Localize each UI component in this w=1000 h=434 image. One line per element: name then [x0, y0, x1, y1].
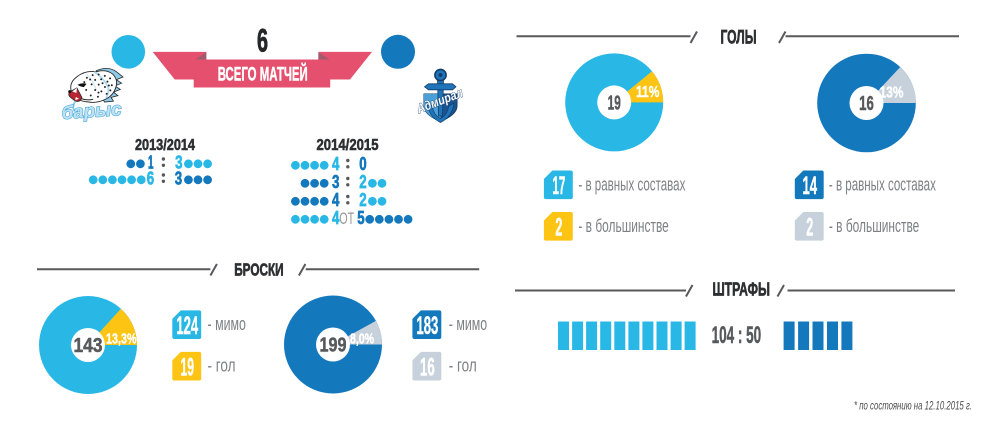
svg-text:- мимо: - мимо [449, 313, 487, 334]
svg-text:199: 199 [320, 334, 347, 357]
svg-text:- гол: - гол [208, 355, 236, 376]
svg-text:11%: 11% [636, 84, 659, 101]
svg-text:6: 6 [257, 23, 268, 59]
svg-text:2014/2015: 2014/2015 [317, 137, 379, 154]
svg-text:3: 3 [175, 152, 182, 172]
svg-text:0: 0 [359, 154, 366, 174]
svg-text:- в большинстве: - в большинстве [829, 215, 919, 236]
svg-text:1: 1 [148, 152, 154, 172]
svg-text:4: 4 [332, 154, 339, 174]
svg-text:17: 17 [552, 172, 565, 200]
svg-text:2013/2014: 2013/2014 [135, 137, 195, 154]
svg-text:19: 19 [608, 92, 621, 115]
svg-text:16: 16 [859, 92, 874, 115]
svg-text:- в равных составах: - в равных составах [829, 173, 936, 194]
svg-text:19: 19 [181, 354, 195, 382]
svg-text:143: 143 [74, 334, 103, 357]
svg-text:5: 5 [357, 208, 364, 228]
svg-text:2: 2 [806, 214, 813, 242]
svg-text:барыс: барыс [61, 98, 123, 123]
svg-text:4: 4 [332, 208, 339, 228]
svg-text:183: 183 [416, 312, 438, 340]
svg-text:- в равных составах: - в равных составах [578, 173, 685, 194]
svg-text:ШТРАФЫ: ШТРАФЫ [712, 280, 770, 301]
svg-text:ВСЕГО МАТЧЕЙ: ВСЕГО МАТЧЕЙ [218, 62, 308, 86]
svg-text:124: 124 [176, 312, 198, 340]
svg-text:ГОЛЫ: ГОЛЫ [721, 27, 757, 49]
svg-text:6: 6 [147, 168, 154, 188]
svg-text:13%: 13% [880, 84, 904, 101]
svg-text:2: 2 [359, 172, 366, 192]
svg-text:- в большинстве: - в большинстве [578, 215, 668, 236]
svg-text:2: 2 [555, 214, 562, 242]
svg-text:13,3%: 13,3% [106, 330, 137, 347]
svg-text:- мимо: - мимо [208, 313, 246, 334]
svg-text:- гол: - гол [449, 355, 477, 376]
svg-text:* по состоянию на 12.10.2015 г: * по состоянию на 12.10.2015 г. [854, 401, 972, 413]
svg-text:ОТ: ОТ [339, 210, 354, 228]
svg-text:2: 2 [359, 190, 366, 210]
svg-text:14: 14 [802, 172, 817, 200]
svg-text:БРОСКИ: БРОСКИ [234, 259, 283, 279]
svg-text:16: 16 [420, 354, 435, 382]
svg-text:3: 3 [175, 168, 182, 188]
svg-text:4: 4 [332, 190, 339, 210]
svg-text:8,0%: 8,0% [350, 330, 374, 347]
svg-text:104 : 50: 104 : 50 [712, 322, 762, 349]
svg-text:3: 3 [332, 172, 339, 192]
